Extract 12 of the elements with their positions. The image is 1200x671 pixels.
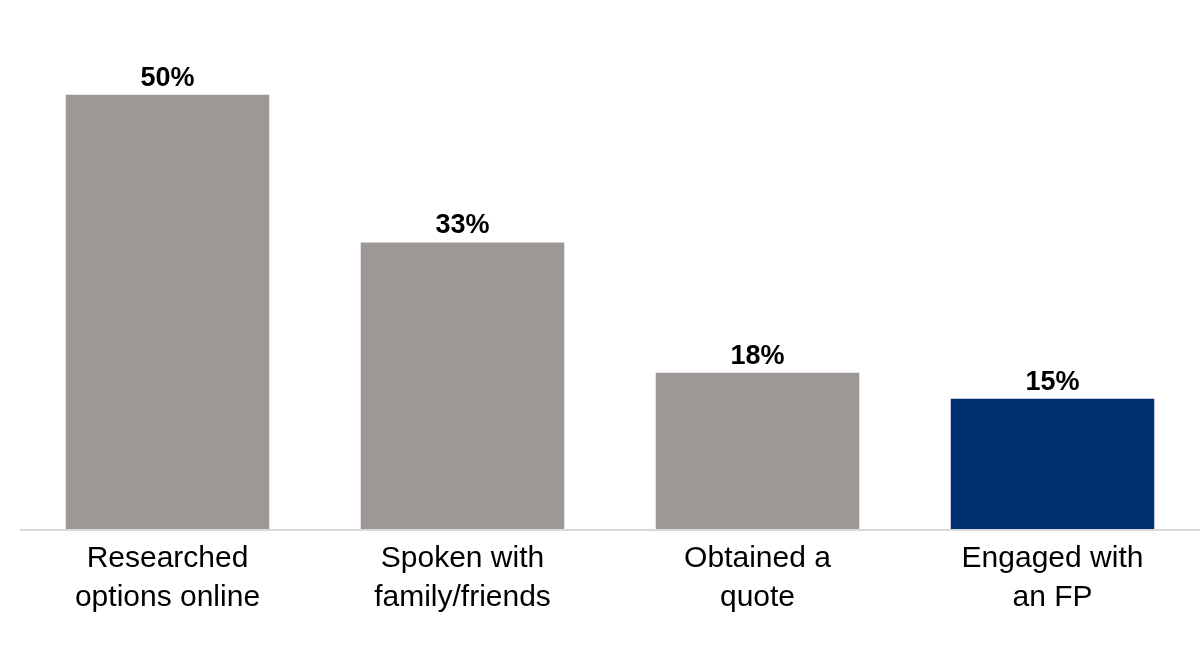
data-label: 15% bbox=[1025, 365, 1080, 396]
data-label: 33% bbox=[435, 209, 490, 240]
bar bbox=[65, 94, 270, 529]
bar bbox=[950, 398, 1155, 529]
bar bbox=[655, 372, 860, 529]
bar bbox=[360, 242, 565, 529]
data-label: 18% bbox=[730, 339, 785, 370]
x-tick-label: Obtained a quote bbox=[684, 540, 832, 612]
x-tick-label: Engaged with an FP bbox=[961, 540, 1144, 612]
x-tick-label: Spoken with family/friends bbox=[374, 540, 551, 612]
data-label: 50% bbox=[140, 61, 195, 92]
x-tick-label: Researched options online bbox=[74, 540, 261, 612]
